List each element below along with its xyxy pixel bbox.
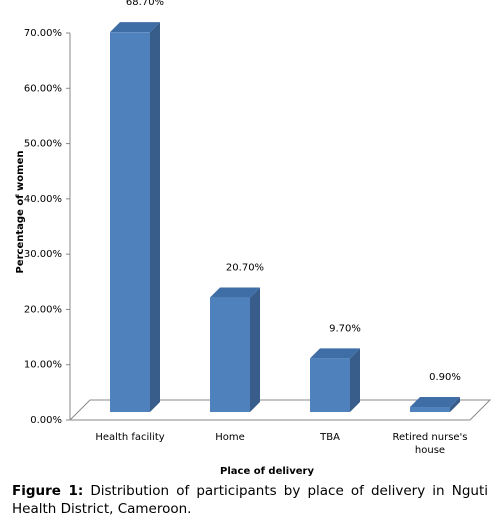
value-label: 0.90% [429,372,461,383]
y-tick-label: 70.00% [24,28,62,39]
bar [410,407,450,412]
bar [110,32,150,413]
value-label: 9.70% [329,323,361,334]
bar-side [350,348,360,412]
floor [68,399,492,421]
y-axis-label: Percentage of women [15,151,26,274]
bar [310,358,350,412]
bar-side [450,397,460,412]
caption-label: Figure 1: [12,483,84,499]
y-tick-label: 60.00% [24,83,62,94]
bar-top [410,397,460,408]
bar-side [250,287,260,412]
bar-top [210,287,260,298]
bar-side [150,22,160,413]
y-tick-label: 10.00% [24,360,62,371]
bar [210,297,250,412]
y-tick-label: 50.00% [24,139,62,150]
value-label: 20.70% [226,263,264,274]
value-label: 68.70% [126,0,164,8]
x-tick-label: Retired nurse's house [392,432,468,456]
bar-top [310,348,360,359]
bar-top [110,22,160,33]
x-axis-label: Place of delivery [220,466,314,477]
y-tick-label: 40.00% [24,194,62,205]
caption: Figure 1: Distribution of participants b… [12,482,488,518]
y-tick-label: 30.00% [24,249,62,260]
x-tick-label: TBA [320,432,340,443]
x-tick-label: Health facility [95,432,165,443]
chart: Percentage of women Place of delivery 0.… [15,0,492,477]
caption-text: Distribution of participants by place of… [12,483,488,517]
y-tick-label: 0.00% [30,415,62,426]
y-tick-label: 20.00% [24,304,62,315]
x-tick-label: Home [215,432,245,443]
